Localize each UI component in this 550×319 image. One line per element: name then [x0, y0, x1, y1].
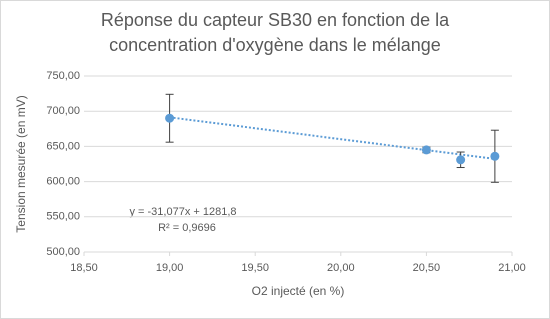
x-tick-label: 21,00	[498, 262, 526, 274]
y-tick-label: 650,00	[46, 140, 80, 152]
trendline	[169, 116, 496, 160]
trendline-r2: R² = 0,9696	[158, 222, 216, 234]
x-axis-label: O2 injecté (en %)	[252, 284, 345, 298]
trendline-equation: y = -31,077x + 1281,8	[129, 206, 236, 218]
point	[421, 145, 431, 155]
point	[456, 155, 466, 165]
x-tick-label: 19,50	[241, 262, 269, 274]
x-tick-label: 19,00	[156, 262, 184, 274]
y-tick-label: 500,00	[46, 246, 80, 258]
y-axis-label: Tension mesurée (en mV)	[14, 95, 28, 232]
y-tick-label: 600,00	[46, 176, 80, 188]
y-tick-label: 750,00	[46, 70, 80, 82]
point	[490, 151, 500, 161]
y-tick-label: 550,00	[46, 211, 80, 223]
point	[165, 113, 175, 123]
chart-title: Réponse du capteur SB30 en fonction de l…	[101, 10, 450, 30]
x-tick-label: 20,00	[327, 262, 355, 274]
y-tick-label: 700,00	[46, 105, 80, 117]
chart-title: concentration d'oxygène dans le mélange	[109, 35, 441, 55]
x-tick-label: 18,50	[70, 262, 98, 274]
x-tick-label: 20,50	[413, 262, 441, 274]
